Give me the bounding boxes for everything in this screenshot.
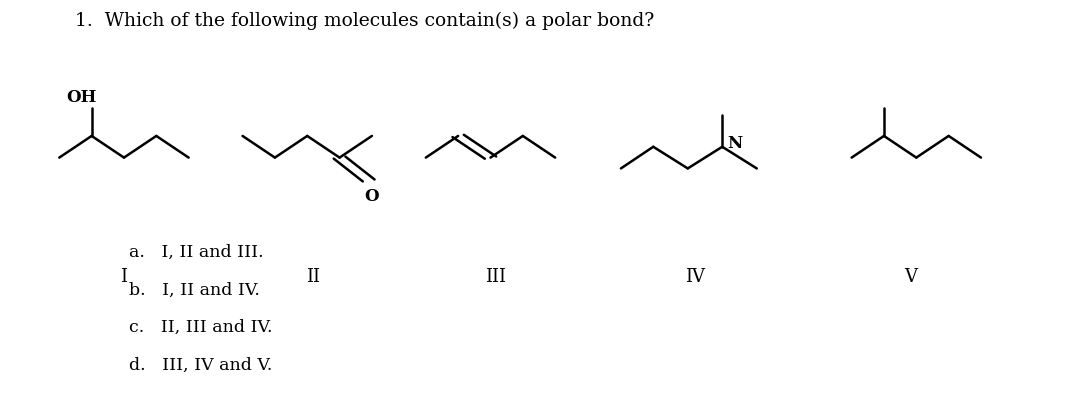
Text: II: II [306,268,319,286]
Text: OH: OH [66,89,96,106]
Text: I: I [121,268,127,286]
Text: N: N [728,135,743,152]
Text: a.   I, II and III.: a. I, II and III. [129,244,264,261]
Text: b.   I, II and IV.: b. I, II and IV. [129,282,260,299]
Text: d.   III, IV and V.: d. III, IV and V. [129,357,273,374]
Text: O: O [364,188,379,204]
Text: c.   II, III and IV.: c. II, III and IV. [129,319,273,336]
Text: 1.  Which of the following molecules contain(s) a polar bond?: 1. Which of the following molecules cont… [75,12,654,30]
Text: IV: IV [686,268,705,286]
Text: V: V [904,268,917,286]
Text: III: III [485,268,507,286]
